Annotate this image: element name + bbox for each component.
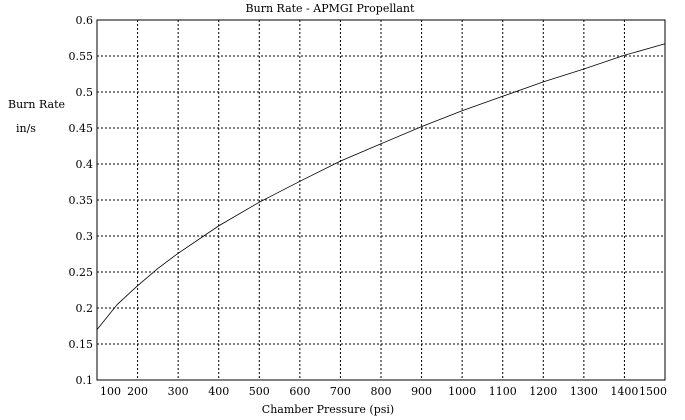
x-tick-label: 1000 (448, 385, 476, 398)
y-tick-label: 0.15 (69, 338, 94, 351)
x-tick-label: 900 (411, 385, 432, 398)
x-tick-label: 200 (127, 385, 148, 398)
x-tick-label: 100 (100, 385, 121, 398)
y-axis-label-line2: in/s (16, 122, 36, 135)
y-tick-label: 0.55 (69, 50, 94, 63)
chart-title: Burn Rate - APMGI Propellant (246, 2, 415, 15)
y-tick-label: 0.25 (69, 266, 94, 279)
x-tick-label: 1500 (639, 385, 667, 398)
y-tick-label: 0.35 (69, 194, 94, 207)
plot-area-frame (96, 19, 666, 381)
y-axis-label-line1: Burn Rate (8, 98, 65, 111)
x-tick-label: 800 (371, 385, 392, 398)
x-tick-label: 1200 (529, 385, 557, 398)
y-tick-label: 0.4 (76, 158, 94, 171)
y-tick-label: 0.1 (76, 374, 94, 387)
y-tick-label: 0.6 (76, 14, 94, 27)
x-tick-label: 1300 (570, 385, 598, 398)
x-tick-label: 1400 (610, 385, 638, 398)
x-tick-label: 300 (168, 385, 189, 398)
x-tick-label: 600 (289, 385, 310, 398)
y-tick-label: 0.3 (76, 230, 94, 243)
grid-lines (96, 19, 666, 381)
x-tick-label: 400 (208, 385, 229, 398)
x-tick-label: 500 (249, 385, 270, 398)
x-tick-label: 700 (330, 385, 351, 398)
y-tick-label: 0.2 (76, 302, 94, 315)
y-tick-label: 0.45 (69, 122, 94, 135)
y-tick-label: 0.5 (76, 86, 94, 99)
x-axis-label: Chamber Pressure (psi) (262, 403, 394, 416)
y-tick-labels: 0.1 0.15 0.2 0.25 0.3 0.35 0.4 0.45 0.5 0.55 0.6 (69, 14, 94, 387)
x-tick-labels: 100 200 300 400 500 600 700 800 900 1000 1100 1200 1… (100, 385, 667, 398)
x-tick-label: 1100 (489, 385, 517, 398)
burn-rate-curve (96, 43, 666, 330)
